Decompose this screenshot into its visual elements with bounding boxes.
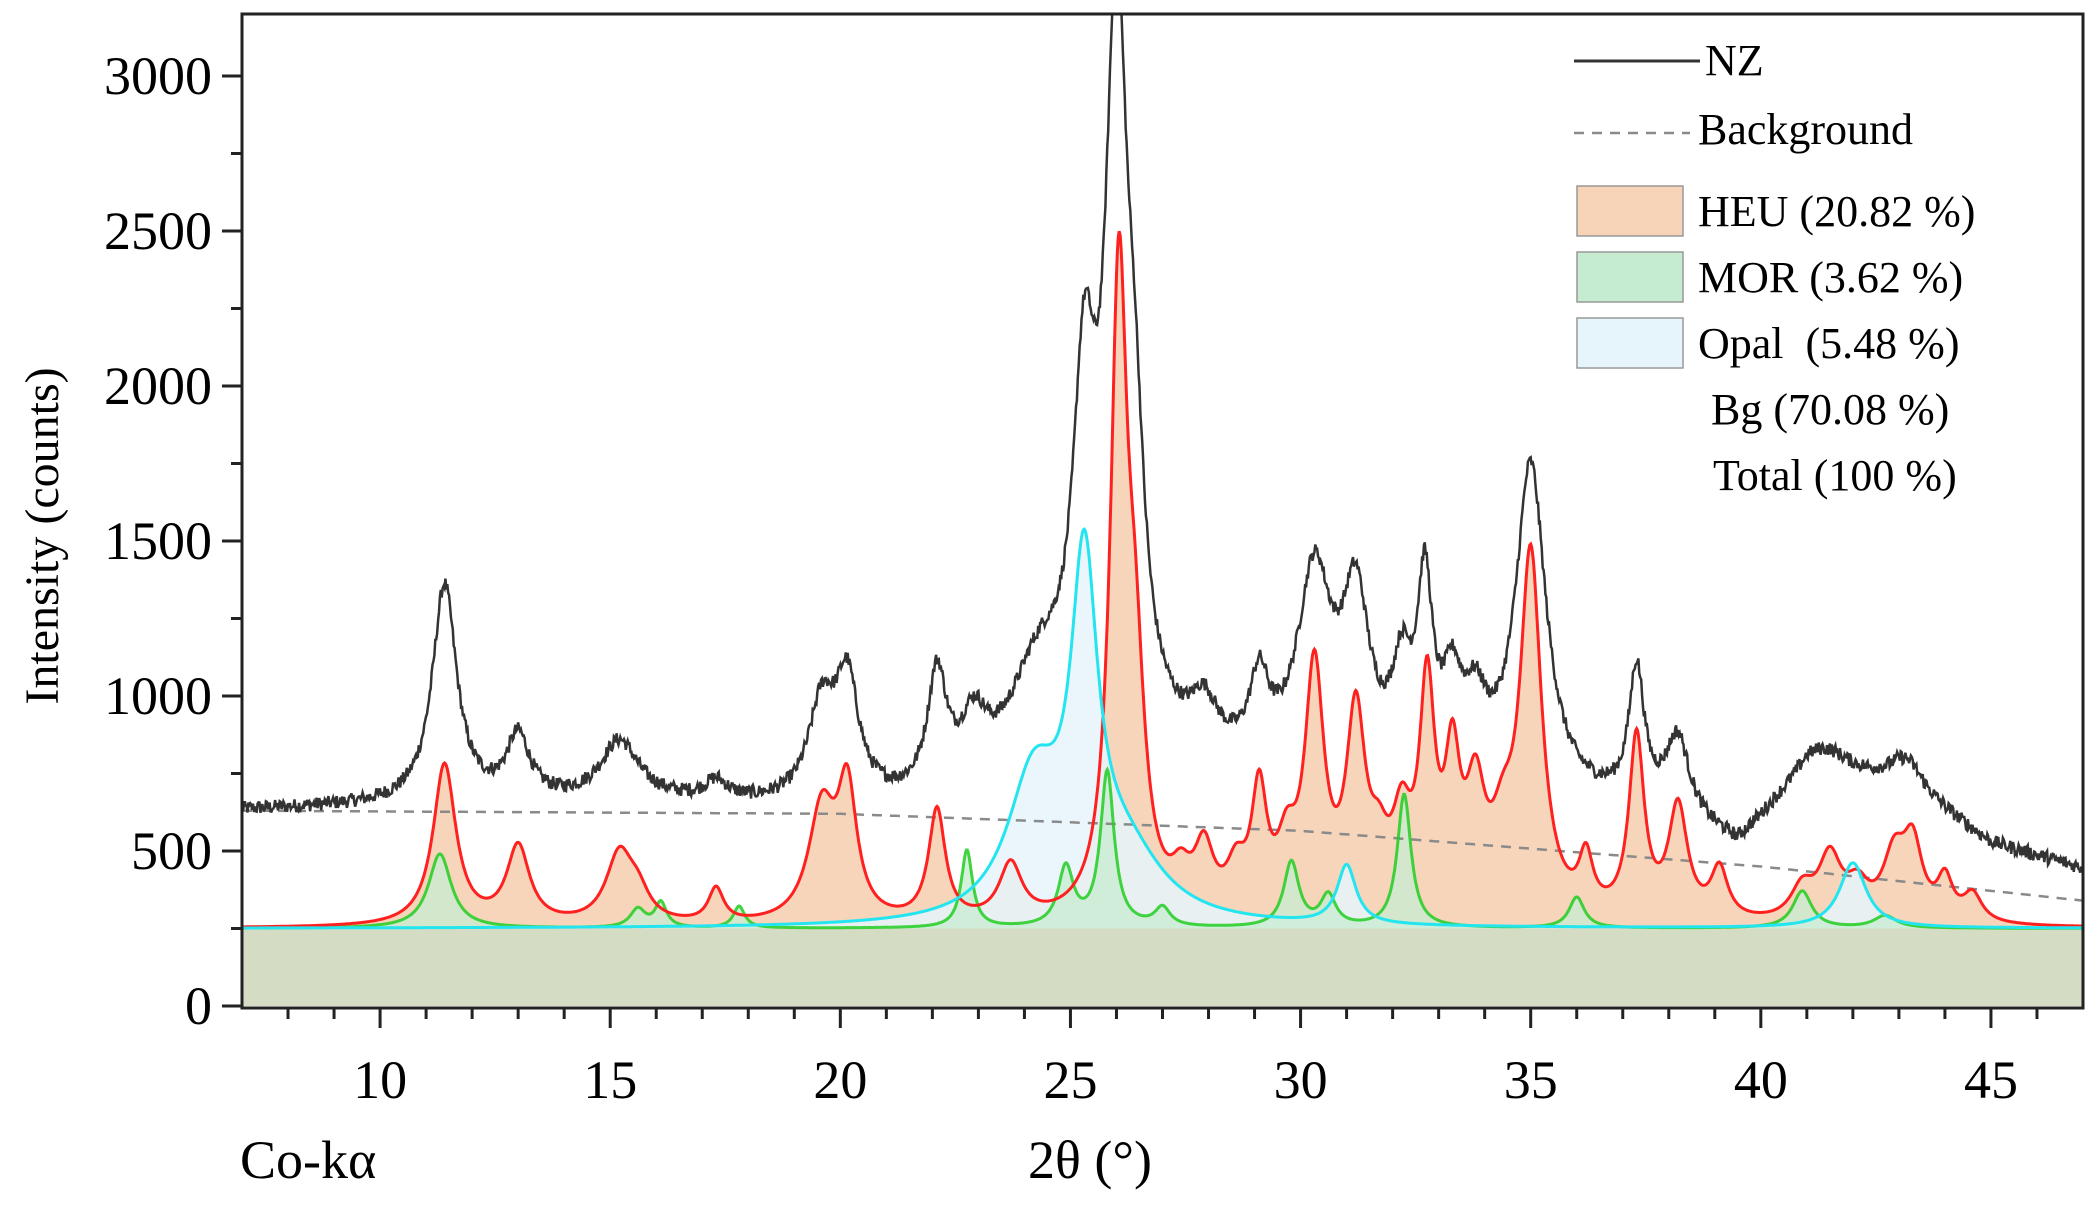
- radiation-label: Co-kα: [240, 1130, 376, 1190]
- y-tick-label: 0: [185, 976, 212, 1036]
- y-tick-label: 3000: [104, 46, 212, 106]
- legend-total-label: Total (100 %): [1713, 451, 1957, 500]
- legend-heu-label: HEU (20.82 %): [1698, 187, 1975, 236]
- x-tick-label: 25: [1043, 1050, 1097, 1110]
- x-tick-label: 15: [583, 1050, 637, 1110]
- x-tick-label: 45: [1964, 1050, 2018, 1110]
- legend-nz-label: NZ: [1705, 36, 1764, 85]
- opal-line: [242, 527, 2083, 930]
- x-axis-label: 2θ (°): [1028, 1130, 1152, 1190]
- y-tick-label: 1500: [104, 511, 212, 571]
- phase-fills: [242, 231, 2083, 1006]
- y-tick-label: 1000: [104, 666, 212, 726]
- nz-line: [242, 14, 2083, 873]
- x-tick-label: 30: [1274, 1050, 1328, 1110]
- legend-opal-label: Opal (5.48 %): [1698, 319, 1960, 368]
- legend-mor-label: MOR (3.62 %): [1698, 253, 1963, 302]
- legend-bg-label: Bg (70.08 %): [1711, 385, 1949, 434]
- mor-fill: [242, 769, 2083, 929]
- legend-background-label: Background: [1698, 105, 1913, 154]
- y-tick-label: 2000: [104, 356, 212, 416]
- bg-fill: [242, 928, 2083, 1006]
- y-axis-label: Intensity (counts): [16, 367, 69, 704]
- legend-mor-swatch: [1576, 251, 1684, 303]
- pattern-lines: [242, 14, 2083, 930]
- heu-line: [242, 230, 2083, 929]
- legend-opal-swatch: [1576, 317, 1684, 369]
- y-tick-label: 2500: [104, 201, 212, 261]
- axis-ticks: [222, 74, 2039, 1028]
- legend-heu-swatch: [1576, 185, 1684, 237]
- x-tick-label: 40: [1734, 1050, 1788, 1110]
- x-tick-label: 35: [1504, 1050, 1558, 1110]
- x-tick-label: 20: [813, 1050, 867, 1110]
- heu-fill: [242, 231, 2083, 929]
- x-tick-labels: 10 15 20 25 30 35 40 45: [353, 1050, 2018, 1110]
- x-tick-label: 10: [353, 1050, 407, 1110]
- y-tick-label: 500: [131, 821, 212, 881]
- background-curve: [242, 809, 2083, 902]
- legend: NZ Background HEU (20.82 %) MOR (3.62 %)…: [1574, 36, 1975, 500]
- y-tick-labels: 0 500 1000 1500 2000 2500 3000: [104, 46, 212, 1036]
